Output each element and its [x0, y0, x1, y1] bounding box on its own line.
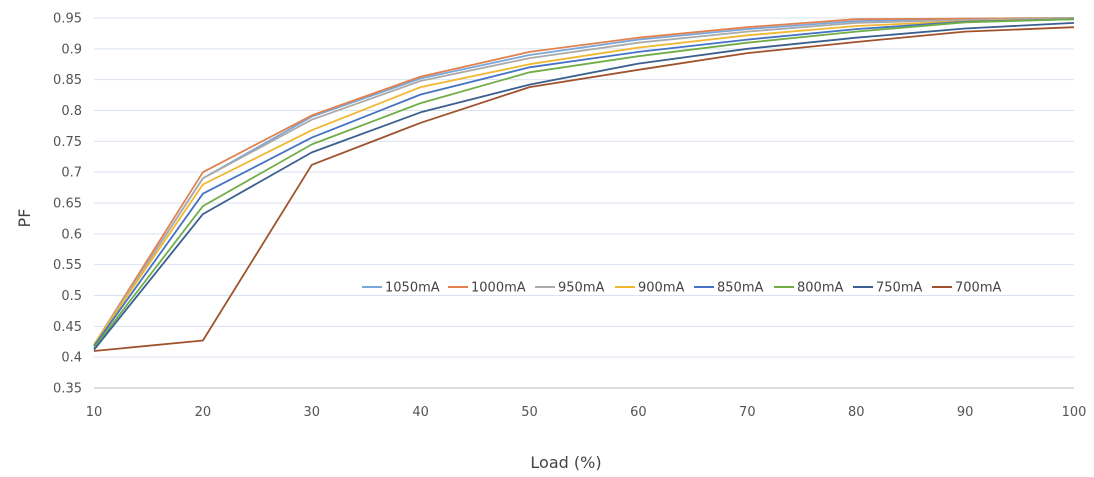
x-tick-label: 50: [521, 405, 538, 420]
y-tick-label: 0.6: [61, 227, 82, 242]
legend-label-800mA: 800mA: [797, 281, 843, 296]
y-tick-label: 0.55: [53, 258, 82, 273]
x-tick-label: 90: [957, 405, 974, 420]
legend-label-950mA: 950mA: [558, 281, 604, 296]
y-tick-label: 0.95: [53, 12, 82, 27]
legend-label-850mA: 850mA: [717, 281, 763, 296]
x-tick-label: 40: [412, 405, 429, 420]
y-axis-title: PF: [15, 209, 34, 228]
x-tick-label: 10: [86, 405, 103, 420]
y-tick-label: 0.85: [53, 73, 82, 88]
x-axis-title: Load (%): [530, 453, 601, 472]
series-line-1000mA: [93, 17, 1075, 346]
x-tick-label: 70: [739, 405, 756, 420]
y-tick-labels: 0.35 0.4 0.45 0.5 0.55 0.6 0.65 0.7 0.75 0.8 0.85 0…: [53, 12, 82, 397]
series-lines: [93, 17, 1075, 352]
series-line-750mA: [93, 22, 1075, 351]
y-tick-label: 0.9: [61, 42, 82, 57]
x-tick-label: 20: [195, 405, 212, 420]
legend: 1050mA 1000mA 950mA 900mA 850mA 800mA 750mA 700…: [362, 281, 1001, 296]
series-line-900mA: [93, 18, 1075, 346]
y-tick-label: 0.45: [53, 320, 82, 335]
grid-lines: [94, 17, 1074, 358]
legend-label-1050mA: 1050mA: [385, 281, 440, 296]
legend-label-1000mA: 1000mA: [471, 281, 526, 296]
legend-label-900mA: 900mA: [638, 281, 684, 296]
y-tick-label: 0.7: [61, 166, 82, 181]
x-tick-label: 60: [630, 405, 647, 420]
y-tick-label: 0.8: [61, 104, 82, 119]
y-tick-label: 0.35: [53, 382, 82, 397]
y-tick-label: 0.4: [61, 351, 82, 366]
x-tick-label: 30: [304, 405, 321, 420]
series-line-850mA: [93, 18, 1075, 347]
y-tick-label: 0.75: [53, 135, 82, 150]
legend-label-700mA: 700mA: [955, 281, 1001, 296]
series-line-950mA: [93, 17, 1075, 346]
series-line-1050mA: [93, 17, 1075, 346]
series-line-700mA: [93, 26, 1075, 352]
y-tick-label: 0.65: [53, 197, 82, 212]
legend-label-750mA: 750mA: [876, 281, 922, 296]
x-tick-label: 100: [1062, 405, 1087, 420]
x-tick-label: 80: [848, 405, 865, 420]
series-line-800mA: [93, 18, 1075, 349]
y-tick-label: 0.5: [61, 289, 82, 304]
x-tick-labels: 10 20 30 40 50 60 70 80 90 100: [86, 405, 1087, 420]
